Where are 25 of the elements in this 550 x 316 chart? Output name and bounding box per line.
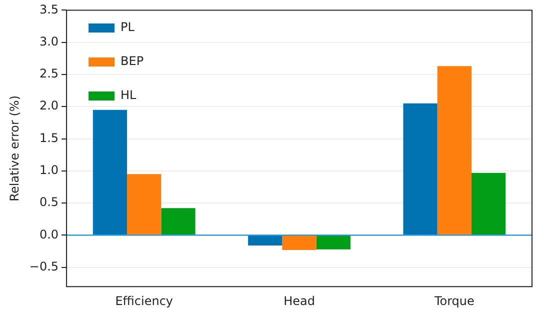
y-tick-label: 2.0: [39, 98, 59, 113]
x-tick-label: Torque: [433, 294, 474, 308]
y-tick-label: 0.0: [39, 227, 59, 242]
y-tick-label: 2.5: [39, 66, 59, 81]
legend-label: BEP: [120, 54, 144, 68]
x-tick-label: Head: [284, 294, 315, 308]
bar: [403, 103, 438, 235]
bar: [161, 208, 196, 235]
y-tick-label: 3.0: [39, 34, 59, 48]
bar: [437, 66, 472, 235]
legend-label: PL: [120, 20, 135, 34]
y-tick-label: 0.5: [39, 195, 59, 210]
y-tick-label: 1.5: [39, 130, 59, 145]
y-tick-label: 1.0: [39, 163, 59, 178]
bar: [471, 172, 506, 235]
bar: [282, 236, 316, 250]
y-tick-label: 3.5: [39, 2, 59, 16]
bar: [248, 236, 282, 246]
bar: [92, 110, 128, 235]
y-axis-title: Relative error (%): [7, 95, 22, 202]
x-tick-label: Efficiency: [115, 294, 174, 308]
y-tick-label: −0.5: [29, 259, 59, 274]
legend-label: HL: [120, 88, 137, 102]
bar: [127, 174, 162, 235]
bar: [316, 236, 350, 250]
